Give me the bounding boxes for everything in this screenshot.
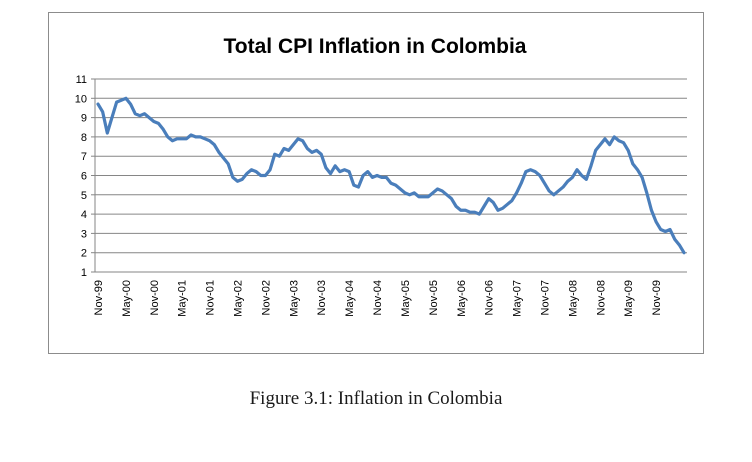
figure-caption: Figure 3.1: Inflation in Colombia: [249, 388, 503, 409]
y-tick-label: 3: [81, 228, 87, 240]
x-tick-label: Nov-02: [260, 280, 272, 315]
x-tick-label: Nov-99: [93, 280, 105, 315]
series-line-cpi-inflation: [96, 96, 686, 255]
y-tick-label: 6: [81, 171, 87, 183]
x-tick-label: May-08: [567, 280, 579, 317]
y-tick-label: 11: [76, 74, 87, 86]
x-tick-label: May-01: [177, 280, 189, 317]
x-tick-label: Nov-03: [316, 280, 328, 315]
x-tick-label: Nov-05: [428, 280, 440, 315]
y-tick-label: 2: [81, 248, 87, 260]
chart-title: Total CPI Inflation in Colombia: [224, 35, 527, 58]
x-tick-label: May-06: [456, 280, 468, 317]
x-tick-label: Nov-04: [372, 280, 384, 315]
y-tick-label: 8: [81, 132, 87, 144]
y-tick-label: 5: [81, 190, 87, 202]
x-tick-label: May-05: [400, 280, 412, 317]
y-tick-label: 4: [81, 209, 87, 221]
grid-layer: [91, 78, 687, 273]
x-tick-label: Nov-09: [651, 280, 663, 315]
x-tick-label: May-04: [344, 280, 356, 317]
series-layer: [96, 96, 686, 255]
y-tick-label: 10: [75, 93, 87, 105]
x-tick-label: Nov-01: [205, 280, 217, 315]
x-tick-label: May-00: [121, 280, 133, 317]
x-tick-label: May-09: [623, 280, 635, 317]
y-axis-ticks: 1 2 3 4 5 6 7 8 9 10 11: [75, 74, 87, 279]
x-tick-label: Nov-07: [539, 280, 551, 315]
y-tick-label: 1: [81, 267, 87, 279]
x-axis-ticks: Nov-99 May-00 Nov-00 May-01 Nov-01 May-02 Nov-…: [93, 280, 663, 317]
x-tick-label: May-02: [233, 280, 245, 317]
x-tick-label: Nov-06: [484, 280, 496, 315]
chart-svg: Total CPI Inflation in Colombia 1 2 3 4 5 6 7 8…: [75, 35, 687, 317]
y-tick-label: 7: [81, 151, 87, 163]
x-tick-label: Nov-00: [149, 280, 161, 315]
x-tick-label: May-03: [288, 280, 300, 317]
y-tick-label: 9: [81, 113, 87, 125]
x-tick-label: Nov-08: [595, 280, 607, 315]
x-tick-label: May-07: [512, 280, 524, 317]
chart-frame: Total CPI Inflation in Colombia 1 2 3 4 5 6 7 8…: [48, 12, 704, 354]
